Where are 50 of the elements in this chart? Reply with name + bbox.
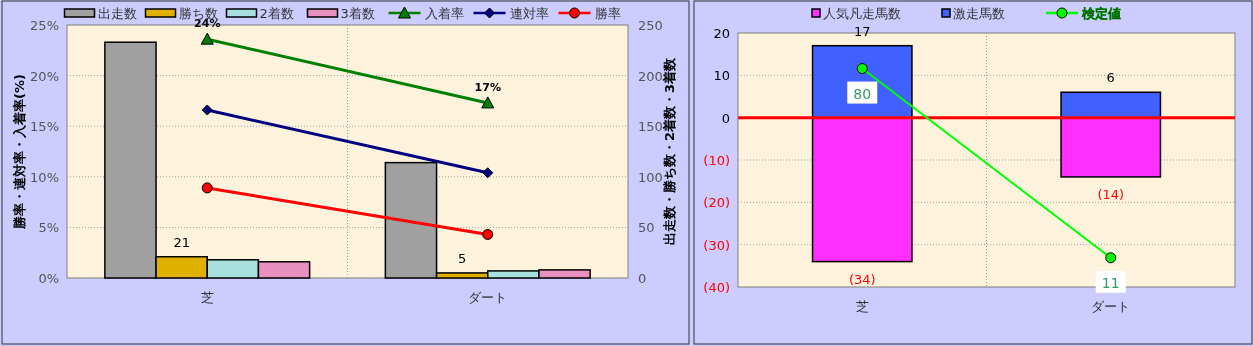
y-tick-label: (10) [703, 153, 730, 168]
y-tick-label: 10 [713, 68, 730, 84]
legend-label: 入着率 [424, 6, 464, 21]
y2-tick-label: 250 [638, 18, 663, 33]
legend-label: 勝ち数 [178, 6, 218, 21]
y-tick-label: 25% [30, 18, 59, 33]
y-tick-label: 0 [721, 110, 730, 126]
y-tick-label: 20% [30, 68, 59, 84]
bar [1060, 116, 1162, 178]
y-axis-title: 勝率・連対率・入着率(%) [12, 74, 27, 230]
y-tick-label: (40) [703, 280, 730, 295]
legend-label: 人気凡走馬数 [823, 6, 901, 21]
y-tick-label: 10% [30, 169, 59, 185]
y2-axis-title: 出走数・勝ち数・2着数・3着数 [662, 56, 677, 246]
legend-label: 連対率 [509, 6, 549, 21]
x-tick-label: 芝 [200, 290, 214, 305]
x-tick-label: 芝 [855, 299, 869, 314]
y2-tick-label: 50 [638, 220, 655, 236]
legend-label: 検定値 [1081, 6, 1121, 21]
data-label: (34) [848, 271, 876, 287]
annotation: 11 [1101, 274, 1120, 291]
data-label: 5 [458, 250, 467, 266]
y2-tick-label: 150 [638, 119, 663, 135]
legend-label: 出走数 [97, 6, 137, 21]
y-tick-label: (20) [703, 195, 730, 211]
x-tick-label: ダート [468, 290, 508, 305]
y-tick-label: (30) [703, 237, 730, 253]
y-tick-label: 15% [30, 119, 59, 135]
y-tick-label: 20 [713, 26, 730, 41]
y-tick-label: 0% [38, 271, 59, 286]
data-label: 21 [173, 234, 190, 250]
data-label: 6 [1106, 70, 1115, 86]
point [201, 104, 213, 116]
legend-label: 2着数 [259, 6, 294, 21]
annotation: 80 [853, 85, 872, 102]
point [482, 167, 494, 179]
data-label: 17% [474, 80, 501, 94]
x-tick-label: ダート [1091, 299, 1131, 314]
y2-tick-label: 100 [638, 169, 663, 185]
data-label: 17 [853, 23, 871, 39]
point [201, 182, 213, 194]
legend-label: 3着数 [340, 6, 375, 21]
data-label: (14) [1097, 186, 1125, 202]
bar [811, 116, 913, 263]
y2-tick-label: 0 [638, 271, 647, 286]
legend-label: 激走馬数 [953, 6, 1005, 21]
y2-tick-label: 200 [638, 68, 663, 84]
y-tick-label: 5% [38, 220, 59, 236]
legend-label: 勝率 [594, 6, 621, 21]
point [482, 228, 494, 240]
